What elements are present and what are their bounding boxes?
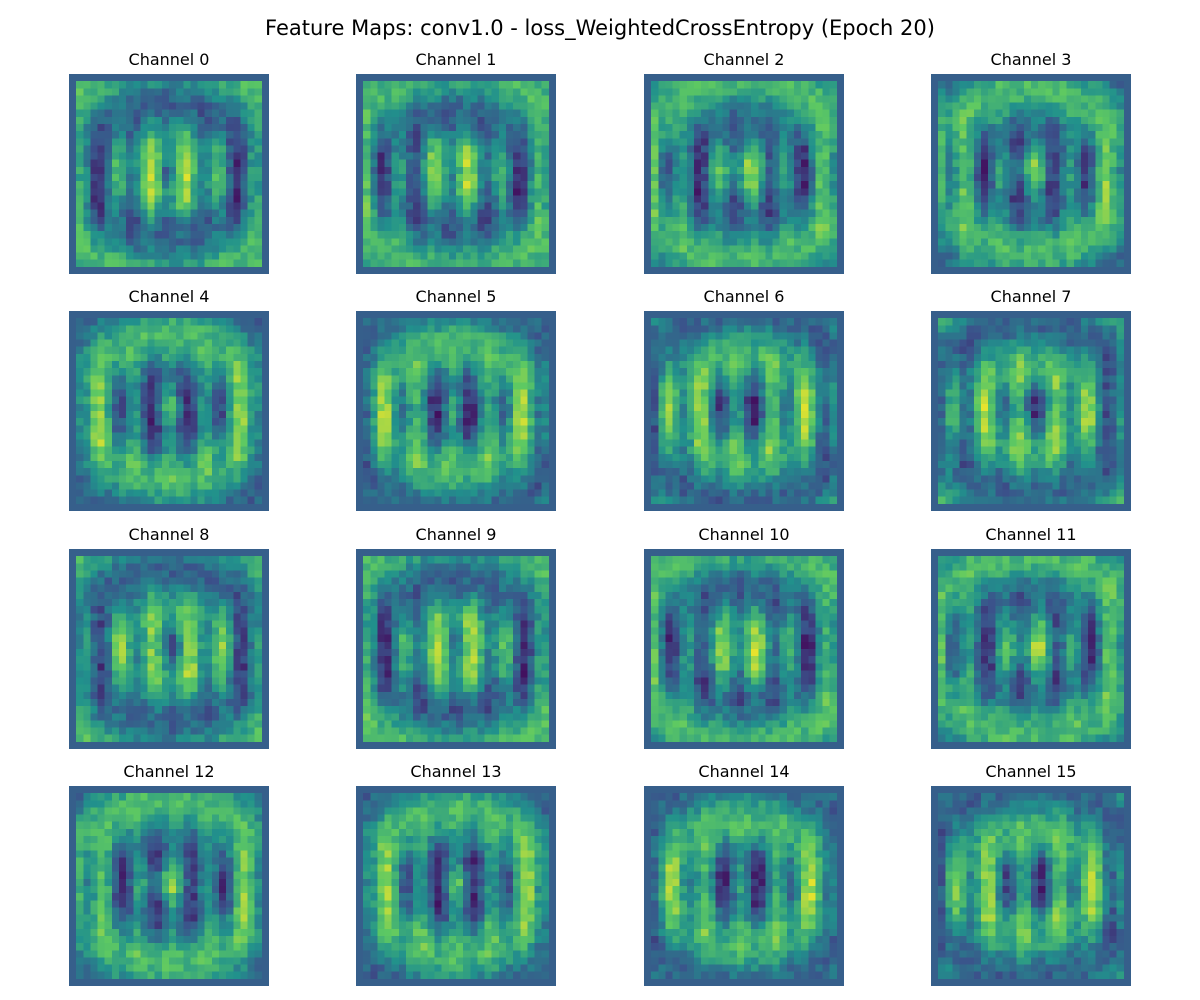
feature-map-heatmap	[69, 311, 269, 511]
feature-map-heatmap	[931, 549, 1131, 749]
feature-map-heatmap	[69, 549, 269, 749]
panel-title: Channel 3	[990, 50, 1072, 69]
feature-map-heatmap	[931, 311, 1131, 511]
feature-map-panel-channel-6: Channel 6	[644, 287, 844, 511]
feature-map-panel-channel-3: Channel 3	[931, 50, 1131, 274]
feature-map-heatmap	[644, 786, 844, 986]
feature-map-panel-channel-9: Channel 9	[356, 525, 556, 749]
feature-map-panel-channel-10: Channel 10	[644, 525, 844, 749]
feature-map-panel-channel-11: Channel 11	[931, 525, 1131, 749]
feature-map-heatmap	[356, 549, 556, 749]
panel-title: Channel 0	[128, 50, 210, 69]
feature-map-heatmap	[356, 74, 556, 274]
feature-map-panel-channel-5: Channel 5	[356, 287, 556, 511]
feature-map-heatmap	[644, 74, 844, 274]
panel-title: Channel 5	[415, 287, 497, 306]
feature-map-heatmap	[644, 549, 844, 749]
panel-title: Channel 6	[703, 287, 785, 306]
feature-map-panel-channel-1: Channel 1	[356, 50, 556, 274]
feature-map-panel-channel-14: Channel 14	[644, 762, 844, 986]
feature-map-heatmap	[356, 311, 556, 511]
feature-map-panel-channel-13: Channel 13	[356, 762, 556, 986]
panel-title: Channel 7	[990, 287, 1072, 306]
figure-title: Feature Maps: conv1.0 - loss_WeightedCro…	[265, 16, 935, 40]
feature-map-heatmap	[69, 786, 269, 986]
feature-map-panel-channel-0: Channel 0	[69, 50, 269, 274]
panel-title: Channel 2	[703, 50, 785, 69]
feature-map-panel-channel-15: Channel 15	[931, 762, 1131, 986]
panel-title: Channel 15	[985, 762, 1077, 781]
feature-map-heatmap	[931, 74, 1131, 274]
panel-title: Channel 8	[128, 525, 210, 544]
feature-map-panel-channel-2: Channel 2	[644, 50, 844, 274]
feature-map-heatmap	[931, 786, 1131, 986]
panel-title: Channel 1	[415, 50, 497, 69]
panel-title: Channel 14	[698, 762, 790, 781]
feature-map-panel-channel-4: Channel 4	[69, 287, 269, 511]
panel-title: Channel 12	[123, 762, 215, 781]
panel-title: Channel 13	[410, 762, 502, 781]
panel-title: Channel 9	[415, 525, 497, 544]
feature-map-panel-channel-8: Channel 8	[69, 525, 269, 749]
feature-map-panel-channel-12: Channel 12	[69, 762, 269, 986]
feature-map-heatmap	[69, 74, 269, 274]
panel-title: Channel 10	[698, 525, 790, 544]
feature-map-heatmap	[644, 311, 844, 511]
feature-map-heatmap	[356, 786, 556, 986]
feature-map-panel-channel-7: Channel 7	[931, 287, 1131, 511]
panel-title: Channel 4	[128, 287, 210, 306]
panel-title: Channel 11	[985, 525, 1077, 544]
